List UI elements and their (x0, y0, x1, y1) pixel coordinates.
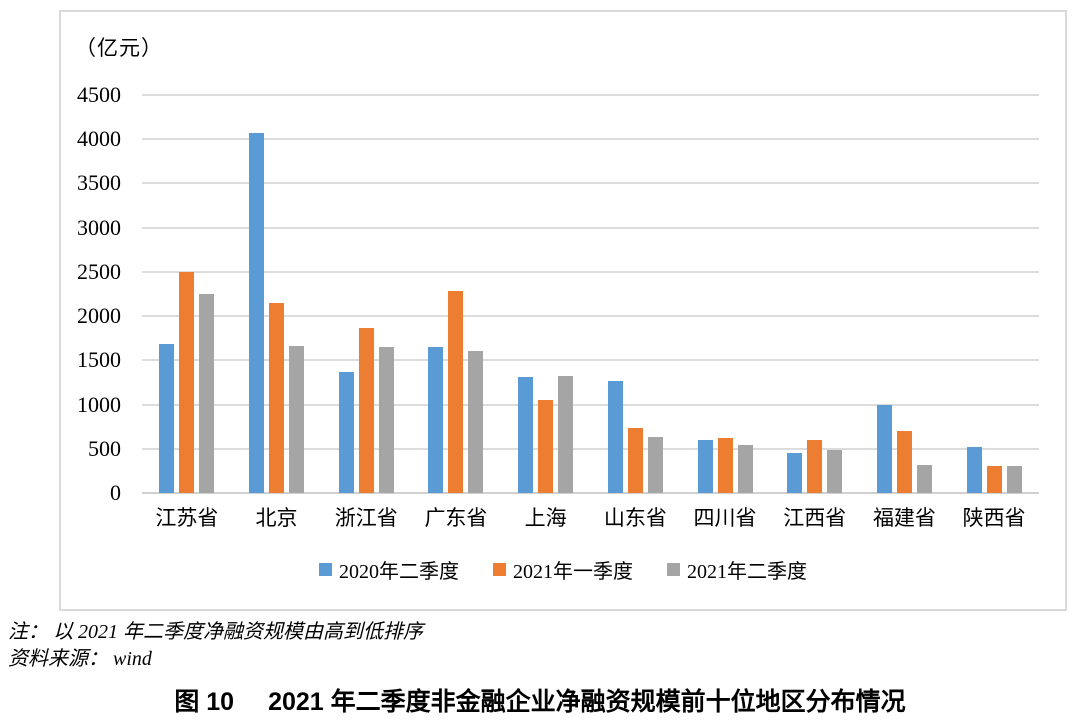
bar-2021年二季度-广东省 (468, 350, 484, 493)
figure-title: 2021 年二季度非金融企业净融资规模前十位地区分布情况 (268, 688, 906, 716)
legend-label: 2020年二季度 (339, 561, 459, 583)
bar-2021年一季度-上海 (538, 400, 554, 493)
chart-legend: 2020年二季度 2021年一季度 2021年二季度 (61, 555, 1065, 584)
legend-label: 2021年一季度 (513, 561, 633, 583)
bar-2020年二季度-江苏省 (159, 344, 175, 493)
y-axis-tick-label: 4000 (77, 126, 121, 152)
y-axis-tick-label: 2500 (77, 258, 121, 284)
bar-2021年一季度-四川省 (717, 438, 733, 493)
bar-2020年二季度-四川省 (697, 439, 713, 493)
x-axis-label: 四川省 (693, 506, 757, 530)
gridline (142, 138, 1039, 141)
bar-2021年二季度-四川省 (737, 445, 753, 493)
legend-item: 2021年二季度 (667, 555, 807, 584)
bar-2020年二季度-陕西省 (966, 447, 982, 493)
gridline (142, 492, 1039, 494)
x-axis-label: 山东省 (603, 506, 667, 530)
bar-2021年二季度-陕西省 (1006, 466, 1022, 493)
bar-2021年一季度-浙江省 (358, 327, 374, 493)
x-axis-label: 江苏省 (155, 506, 219, 530)
legend-item: 2020年二季度 (319, 555, 459, 584)
legend-label: 2021年二季度 (687, 561, 807, 583)
bar-2021年二季度-上海 (558, 376, 574, 493)
gridline (142, 182, 1039, 185)
y-axis-tick-label: 3500 (77, 170, 121, 196)
data-source-note: 资料来源： wind (8, 648, 152, 670)
legend-swatch-icon (319, 563, 332, 576)
bar-2021年一季度-陕西省 (986, 466, 1002, 493)
bar-2021年二季度-江西省 (827, 449, 843, 493)
y-axis-tick-label: 500 (88, 435, 121, 461)
bar-2021年二季度-山东省 (647, 437, 663, 493)
bar-2021年一季度-江西省 (807, 439, 823, 493)
bar-2021年一季度-江苏省 (179, 271, 195, 493)
gridline (142, 359, 1039, 362)
legend-swatch-icon (667, 563, 680, 576)
x-axis-label: 福建省 (872, 506, 936, 530)
bar-2020年二季度-山东省 (607, 380, 623, 493)
x-axis-label: 江西省 (783, 506, 847, 530)
legend-item: 2021年一季度 (493, 555, 633, 584)
bar-2021年一季度-广东省 (448, 291, 464, 493)
x-axis-label: 浙江省 (334, 506, 398, 530)
gridline (142, 403, 1039, 406)
y-axis-tick-label: 0 (110, 480, 121, 505)
legend-swatch-icon (493, 563, 506, 576)
y-axis-tick-label: 4500 (77, 82, 121, 107)
figure-number: 图 10 (174, 688, 235, 716)
gridline (142, 447, 1039, 450)
gridline (142, 270, 1039, 273)
bar-2021年一季度-山东省 (627, 428, 643, 493)
chart-note: 注： 以 2021 年二季度净融资规模由高到低排序 (8, 621, 423, 643)
bar-2020年二季度-北京 (249, 133, 265, 493)
bar-2021年二季度-浙江省 (378, 347, 394, 493)
x-axis-label: 上海 (524, 506, 567, 530)
gridline (142, 94, 1039, 96)
x-axis-label: 广东省 (424, 506, 488, 530)
bar-2020年二季度-江西省 (787, 453, 803, 493)
x-axis-label: 北京 (255, 506, 298, 530)
bar-2021年一季度-福建省 (896, 431, 912, 493)
bar-2021年一季度-北京 (269, 302, 285, 493)
y-axis-tick-label: 1500 (77, 347, 121, 373)
gridline (142, 226, 1039, 229)
bar-2020年二季度-上海 (518, 377, 534, 493)
bar-2020年二季度-广东省 (428, 347, 444, 493)
y-axis-tick-label: 3000 (77, 214, 121, 240)
y-axis-unit-label: （亿元） (75, 36, 163, 60)
x-axis-label: 陕西省 (962, 506, 1026, 530)
figure-caption: 图 10 2021 年二季度非金融企业净融资规模前十位地区分布情况 (0, 682, 1080, 718)
gridline (142, 315, 1039, 318)
bar-2020年二季度-浙江省 (338, 371, 354, 493)
bar-2020年二季度-福建省 (876, 404, 892, 493)
bar-2021年二季度-北京 (289, 346, 305, 493)
y-axis-tick-label: 2000 (77, 303, 121, 329)
bar-2021年二季度-江苏省 (199, 294, 215, 493)
bar-2021年二季度-福建省 (916, 464, 932, 493)
y-axis-tick-label: 1000 (77, 391, 121, 417)
chart-area: （亿元） 0 500 1000 1500 2000 2500 3000 3500 4000 450… (59, 10, 1067, 611)
